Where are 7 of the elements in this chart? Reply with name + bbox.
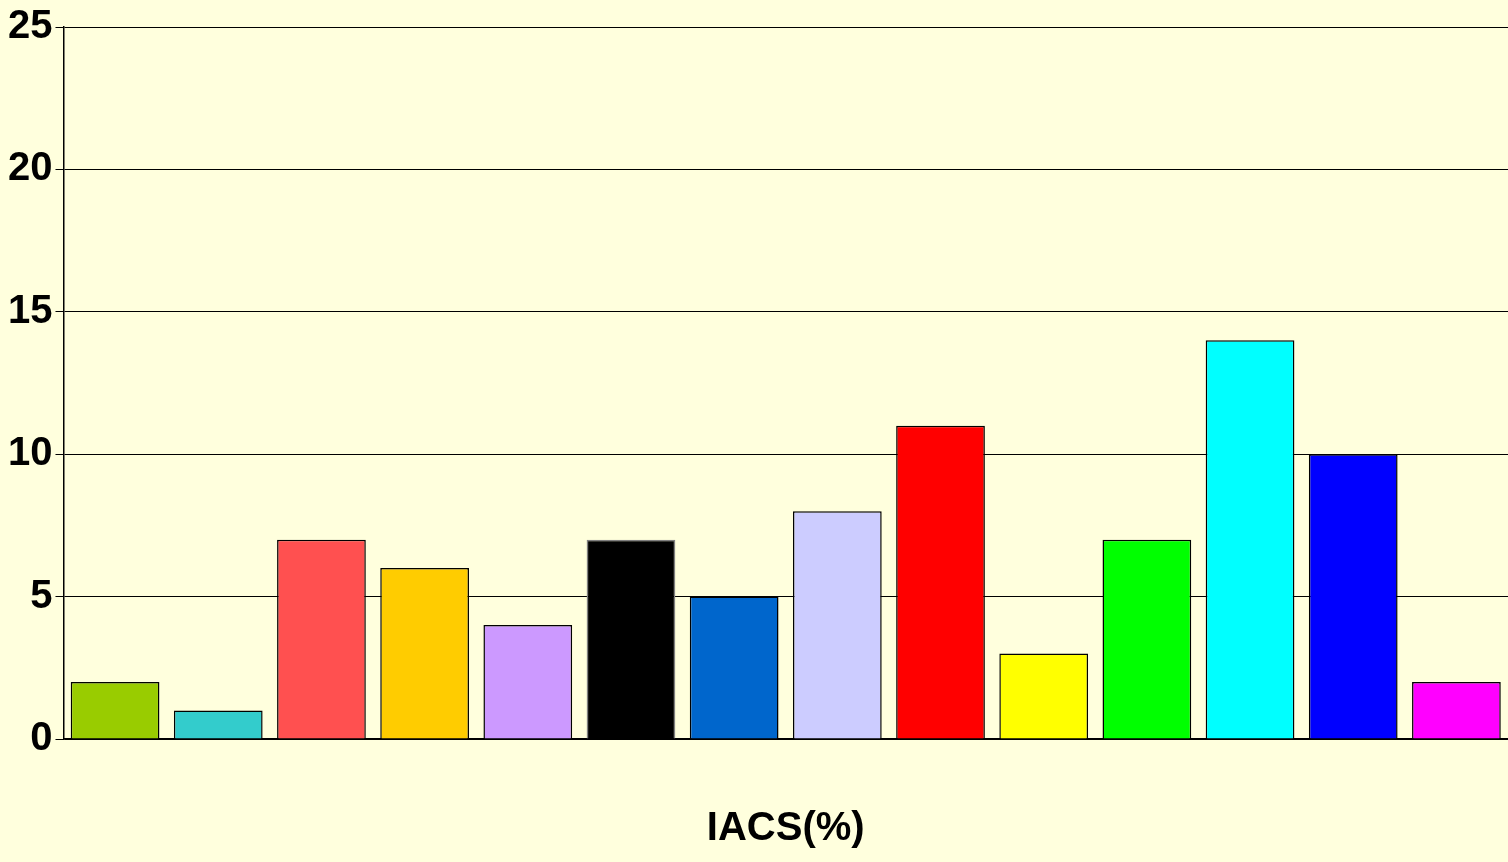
x-axis-title: IACS(%): [706, 804, 865, 849]
y-tick-label: 5: [30, 571, 53, 616]
y-tick-label: 15: [7, 286, 53, 331]
y-tick-label: 20: [7, 144, 53, 189]
y-tick-label: 10: [7, 429, 53, 474]
y-tick-label: 0: [30, 714, 53, 759]
y-tick-label: 25: [7, 2, 53, 47]
